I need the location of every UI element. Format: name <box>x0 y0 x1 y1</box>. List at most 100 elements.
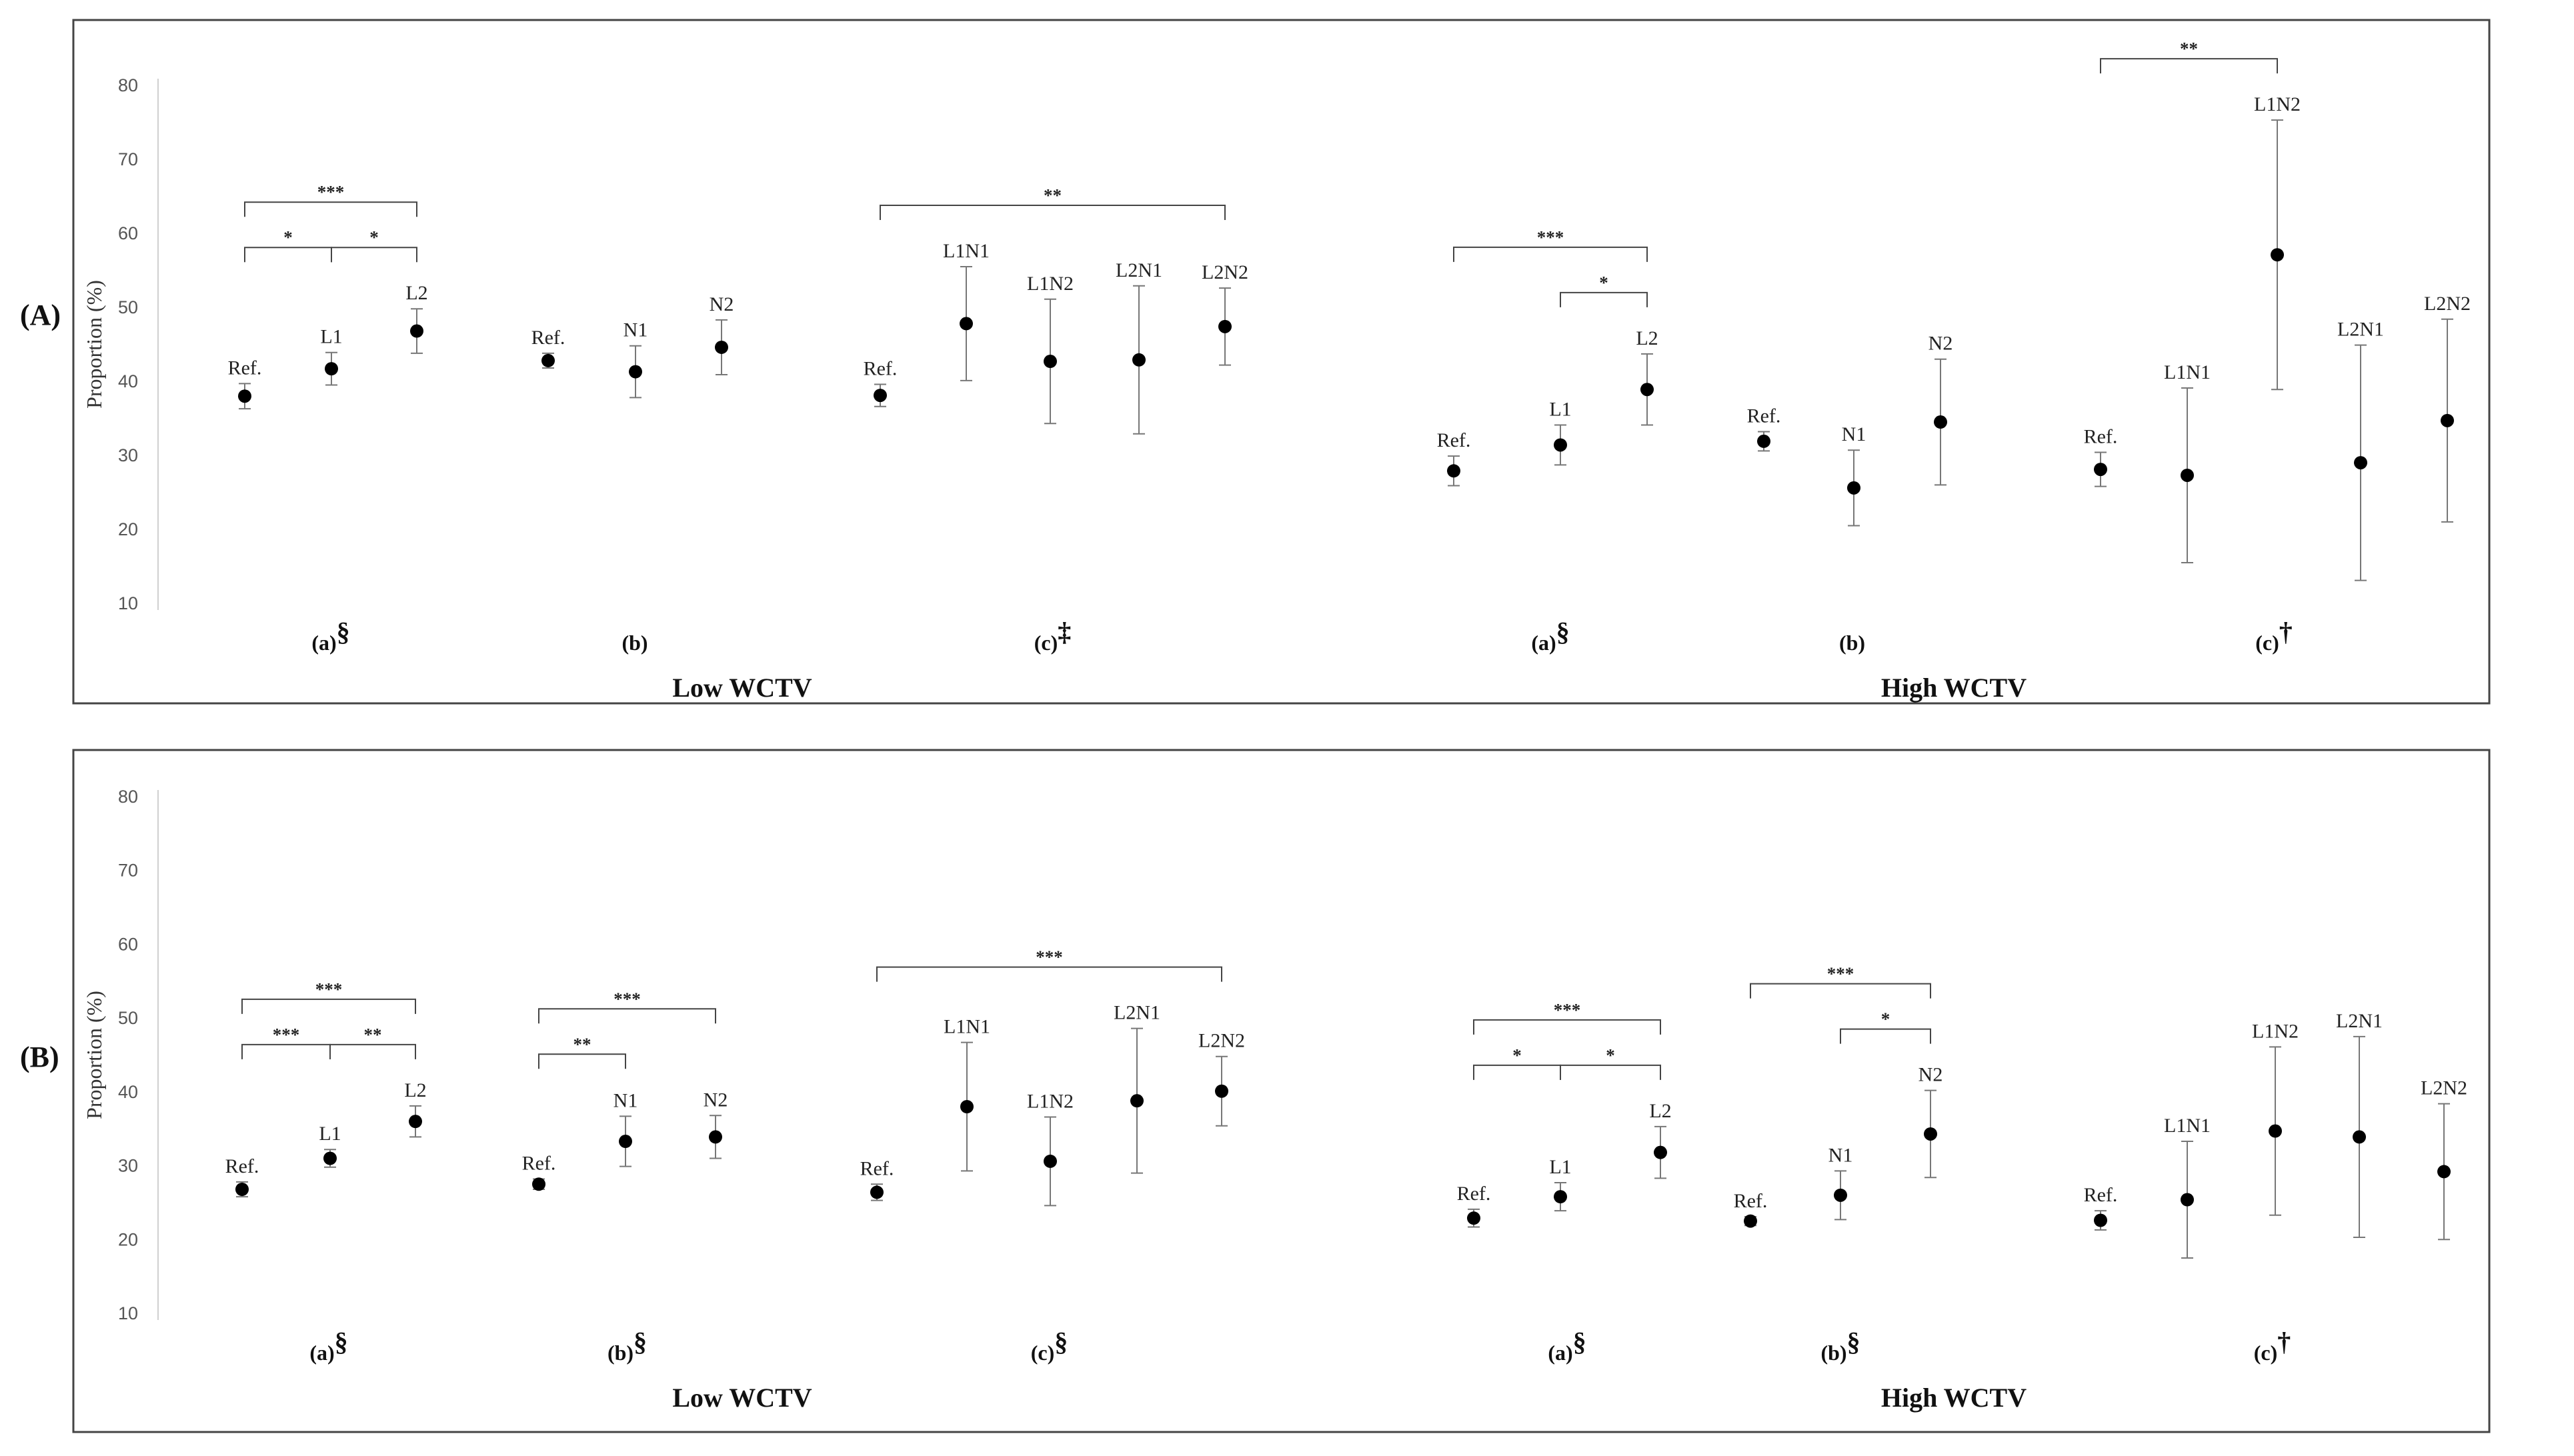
section-label: High WCTV <box>1881 673 2027 703</box>
data-point <box>1467 1211 1480 1225</box>
point-label: L1 <box>319 1123 341 1145</box>
data-point <box>1554 438 1567 452</box>
data-point <box>960 317 973 331</box>
data-point <box>960 1100 974 1113</box>
y-tick-label: 50 <box>118 1008 138 1028</box>
data-point <box>2269 1124 2282 1138</box>
data-point <box>1554 1190 1567 1204</box>
data-point <box>235 1183 249 1196</box>
section-label: High WCTV <box>1881 1383 2027 1413</box>
point-label: Ref. <box>860 1157 894 1179</box>
group-letter: (b) <box>621 631 648 655</box>
panel-label: (A) <box>20 299 61 331</box>
group-label: (c)† <box>2254 1327 2291 1365</box>
group-label: (c)† <box>2255 617 2293 655</box>
y-tick-label: 10 <box>118 593 138 613</box>
group-label: (b) <box>1839 631 1865 655</box>
data-point <box>1924 1127 1937 1141</box>
y-tick-label: 60 <box>118 934 138 954</box>
point-label: Ref. <box>2084 426 2118 448</box>
point-label: L2N1 <box>1116 259 1162 281</box>
group-symbol: ‡ <box>1058 617 1071 647</box>
group-2: (c)‡ Ref. L1N1 L1N2 L2N1 L2N2 ** <box>864 185 1248 655</box>
y-axis-title: Proportion (%) <box>82 280 106 409</box>
data-point <box>323 1151 337 1165</box>
significance-label: ** <box>364 1025 382 1045</box>
y-axis-title: Proportion (%) <box>82 991 106 1119</box>
point-label: L1N1 <box>2164 361 2211 383</box>
data-point <box>409 1115 422 1129</box>
point-label: L1N2 <box>1027 1091 1074 1113</box>
point-label: L1N2 <box>2252 1020 2299 1042</box>
data-point <box>2181 468 2194 482</box>
data-point <box>1934 415 1947 429</box>
group-2: (c)§ Ref. L1N1 L1N2 L2N1 L2N2 *** <box>860 947 1245 1365</box>
point-label: L2 <box>1636 327 1658 349</box>
data-point <box>1130 1094 1144 1108</box>
significance-label: *** <box>613 989 641 1009</box>
significance-bracket <box>880 204 1226 220</box>
data-point <box>238 389 251 403</box>
point-label: L1 <box>320 326 342 348</box>
data-point <box>1044 1154 1057 1168</box>
section-label: Low WCTV <box>672 1383 812 1413</box>
significance-label: *** <box>317 182 345 202</box>
significance-bracket <box>538 1053 626 1069</box>
point-label: L2N2 <box>1202 261 1248 283</box>
point-label: L2 <box>1649 1100 1671 1122</box>
data-point <box>1834 1188 1847 1202</box>
y-tick-label: 70 <box>118 149 138 169</box>
point-label: L1N2 <box>1027 273 1074 295</box>
significance-label: *** <box>1554 1000 1581 1020</box>
significance-label: *** <box>1036 947 1063 967</box>
group-letter: (c) <box>1031 1341 1055 1365</box>
significance-bracket <box>1473 1064 1561 1080</box>
data-point <box>1744 1214 1757 1228</box>
significance-bracket <box>2100 58 2278 74</box>
significance-bracket <box>331 247 417 263</box>
point-label: N1 <box>613 1089 638 1111</box>
point-label: Ref. <box>1457 1183 1491 1205</box>
data-point <box>709 1130 722 1144</box>
point-label: L1 <box>1549 398 1571 420</box>
point-label: L1N1 <box>2164 1115 2211 1137</box>
group-symbol: § <box>633 1327 647 1357</box>
significance-bracket <box>876 966 1222 982</box>
point-label: Ref. <box>1437 429 1471 451</box>
group-symbol: § <box>337 617 350 647</box>
significance-bracket <box>244 247 332 263</box>
group-1: (b)§Ref.N1 N2***** <box>522 989 728 1365</box>
point-label: N1 <box>1828 1144 1853 1166</box>
section-label: Low WCTV <box>672 673 812 703</box>
group-label: (b)§ <box>607 1327 647 1365</box>
significance-bracket <box>1560 291 1648 307</box>
group-symbol: § <box>1054 1327 1068 1357</box>
point-label: Ref. <box>225 1155 259 1177</box>
group-symbol: § <box>1847 1327 1860 1357</box>
data-point <box>619 1135 632 1149</box>
data-point <box>1447 464 1460 478</box>
group-label: (a)§ <box>309 1327 347 1365</box>
significance-bracket <box>538 1008 716 1024</box>
data-point <box>2094 1213 2107 1227</box>
y-tick-label: 80 <box>118 787 138 807</box>
significance-label: * <box>1599 273 1608 293</box>
point-label: L2N1 <box>1114 1002 1160 1024</box>
data-point <box>1654 1145 1667 1159</box>
significance-label: ** <box>573 1034 591 1054</box>
group-symbol: § <box>335 1327 348 1357</box>
point-label: L2N1 <box>2337 319 2384 341</box>
data-point <box>2441 413 2454 427</box>
data-point <box>1132 353 1146 367</box>
y-tick-label: 80 <box>118 75 138 95</box>
data-point <box>2354 456 2367 470</box>
data-point <box>870 1185 884 1199</box>
significance-bracket <box>1453 246 1648 262</box>
point-label: Ref. <box>522 1153 556 1175</box>
significance-bracket <box>1560 1064 1661 1080</box>
data-point <box>410 324 423 338</box>
data-point <box>1757 434 1770 448</box>
data-point <box>874 389 887 403</box>
